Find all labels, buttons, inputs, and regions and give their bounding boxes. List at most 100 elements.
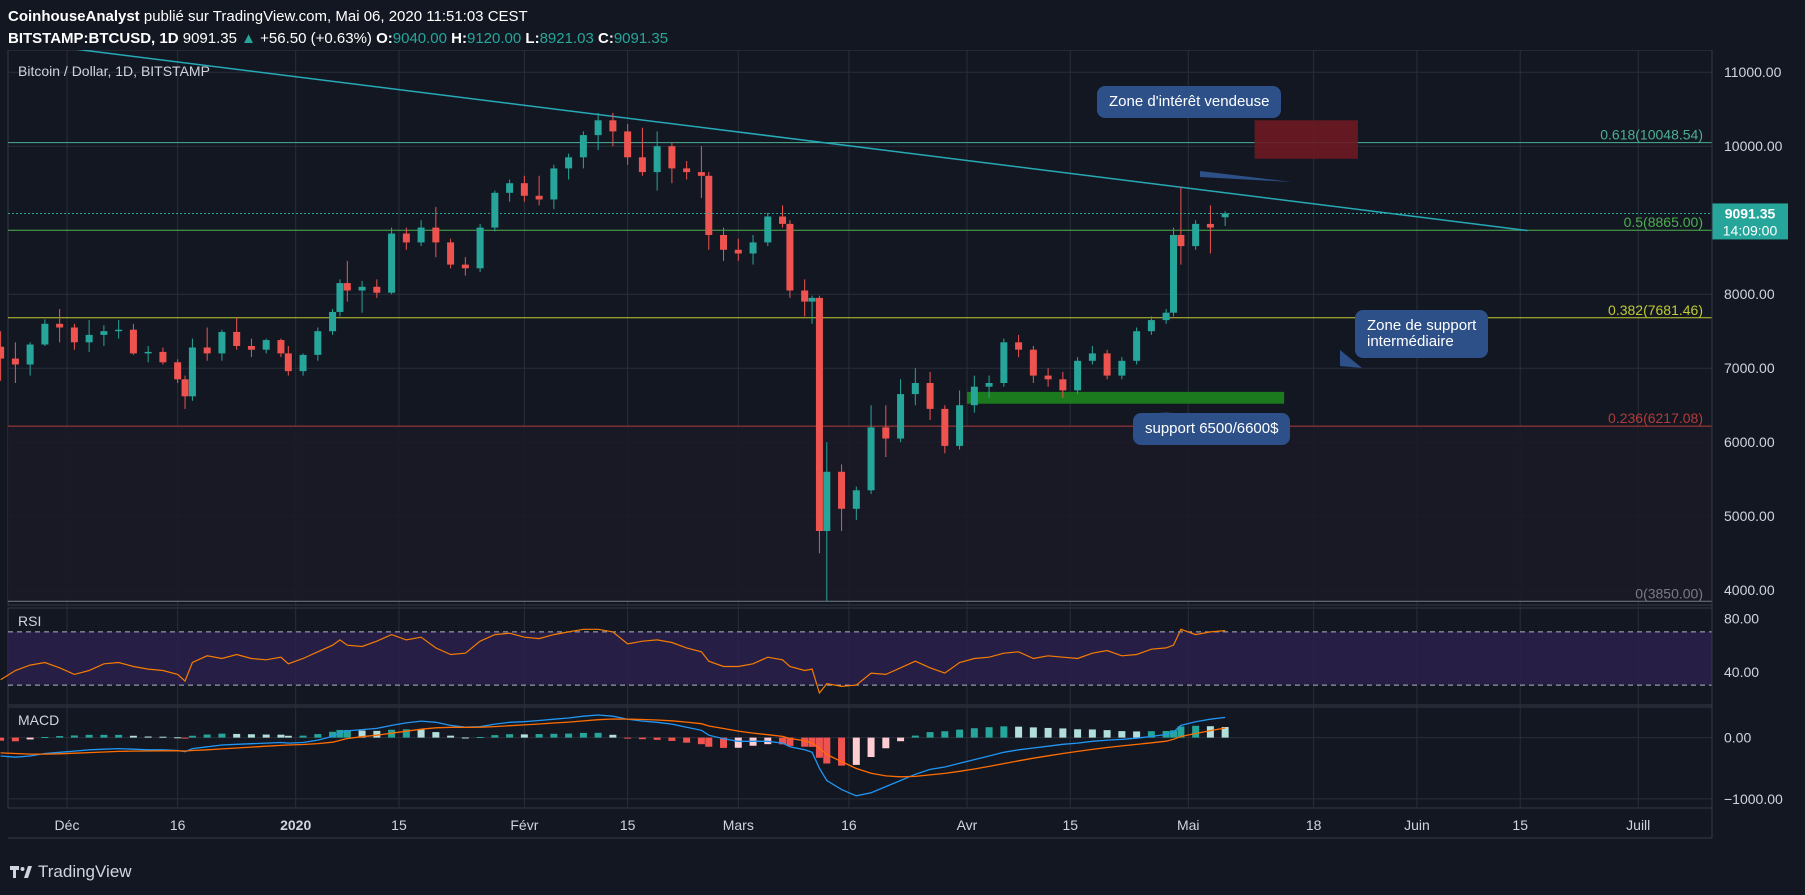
macd-histogram-bar bbox=[956, 729, 964, 738]
macd-histogram-bar bbox=[1044, 727, 1052, 738]
rsi-tick-label: 80.00 bbox=[1724, 611, 1759, 627]
candle-body bbox=[985, 383, 993, 387]
macd-histogram-bar bbox=[247, 734, 255, 738]
macd-histogram-bar bbox=[343, 729, 351, 738]
candle-body bbox=[336, 283, 344, 312]
macd-histogram-bar bbox=[668, 737, 676, 741]
macd-histogram-bar bbox=[941, 731, 949, 738]
macd-histogram-bar bbox=[262, 734, 270, 738]
candle-body bbox=[882, 427, 890, 439]
candle-body bbox=[129, 329, 137, 354]
candle-body bbox=[867, 427, 875, 491]
fib-zone-shading bbox=[8, 426, 1712, 602]
footer: TradingView bbox=[0, 850, 1805, 895]
macd-histogram-bar bbox=[882, 737, 890, 749]
macd-histogram-bar bbox=[624, 737, 632, 739]
candle-body bbox=[1133, 331, 1141, 361]
time-tick-label: 16 bbox=[170, 817, 186, 833]
macd-histogram-bar bbox=[720, 737, 728, 748]
macd-histogram-bar bbox=[1118, 731, 1126, 738]
candle-body bbox=[11, 358, 19, 365]
candle-body bbox=[941, 408, 949, 446]
candle-body bbox=[638, 157, 646, 173]
tradingview-logo-icon bbox=[10, 866, 32, 878]
last-price: 9091.35 bbox=[182, 30, 237, 47]
candle-body bbox=[284, 353, 292, 372]
macd-histogram-bar bbox=[705, 737, 713, 747]
descending-trendline bbox=[75, 50, 1528, 232]
candle-body bbox=[594, 120, 602, 136]
macd-histogram-bar bbox=[1029, 727, 1037, 738]
macd-histogram-bar bbox=[911, 735, 919, 738]
candle-body bbox=[115, 329, 123, 332]
time-tick-label: Déc bbox=[55, 817, 80, 833]
candle-body bbox=[720, 235, 728, 250]
price-tick-label: 8000.00 bbox=[1724, 286, 1775, 302]
macd-histogram-bar bbox=[520, 734, 528, 738]
macd-histogram-bar bbox=[638, 737, 646, 740]
candle-body bbox=[358, 286, 366, 291]
candle-body bbox=[299, 354, 307, 372]
macd-histogram-bar bbox=[897, 737, 905, 742]
candle-body bbox=[218, 331, 226, 354]
price-tick-label: 7000.00 bbox=[1724, 360, 1775, 376]
author-name[interactable]: CoinhouseAnalyst bbox=[8, 8, 140, 25]
time-tick-label: 16 bbox=[841, 817, 857, 833]
candle-body bbox=[1103, 353, 1111, 376]
mid-support-callout-pointer bbox=[1340, 350, 1362, 368]
candle-body bbox=[181, 379, 189, 397]
macd-histogram-bar bbox=[100, 734, 108, 738]
macd-histogram-bar bbox=[70, 735, 78, 738]
time-tick-label: Avr bbox=[957, 817, 978, 833]
candle-body bbox=[388, 233, 396, 293]
macd-histogram-bar bbox=[1015, 726, 1023, 738]
macd-histogram-bar bbox=[277, 734, 285, 738]
ohlc-legend: BITSTAMP:BTCUSD, 1D 9091.35 ▲ +56.50 (+0… bbox=[8, 30, 668, 47]
support-callout[interactable]: support 6500/6600$ bbox=[1133, 413, 1291, 445]
macd-histogram-bar bbox=[402, 729, 410, 738]
mid-support-callout[interactable]: Zone de support intermédiaire bbox=[1355, 310, 1489, 358]
symbol-label: BITSTAMP:BTCUSD, 1D bbox=[8, 30, 179, 47]
macd-histogram-bar bbox=[1206, 726, 1214, 738]
macd-histogram-bar bbox=[144, 736, 152, 738]
macd-histogram-bar bbox=[506, 734, 514, 738]
sell-zone-callout[interactable]: Zone d'intérêt vendeuse bbox=[1097, 86, 1282, 118]
fib-level-label: 0.618(10048.54) bbox=[1600, 127, 1703, 143]
candle-body bbox=[1206, 223, 1214, 228]
chart-canvas[interactable]: Déc 16 2020 15 Févr 15 Mars 16 Avr 15 Mai 18 Juin 15 J… bbox=[0, 50, 1805, 850]
time-tick-label: 2020 bbox=[280, 817, 311, 833]
candle-body bbox=[1059, 379, 1067, 391]
macd-histogram-bar bbox=[808, 737, 816, 747]
rsi-label: RSI bbox=[18, 613, 41, 629]
candle-body bbox=[1162, 312, 1170, 321]
macd-histogram-bar bbox=[823, 737, 831, 764]
macd-histogram-bar bbox=[786, 737, 794, 746]
macd-histogram-bar bbox=[1059, 728, 1067, 738]
time-tick-label: 15 bbox=[1062, 817, 1078, 833]
macd-histogram-bar bbox=[867, 737, 875, 758]
time-tick-label: 15 bbox=[391, 817, 407, 833]
macd-histogram-bar bbox=[358, 730, 366, 738]
macd-histogram-bar bbox=[218, 733, 226, 738]
candle-body bbox=[417, 227, 425, 243]
low-key: L: bbox=[525, 30, 540, 47]
macd-histogram-bar bbox=[1088, 729, 1096, 738]
close-value: 9091.35 bbox=[613, 30, 669, 47]
candle-body bbox=[26, 344, 34, 365]
macd-histogram-bar bbox=[653, 737, 661, 740]
macd-histogram-bar bbox=[432, 732, 440, 738]
macd-histogram-bar bbox=[1221, 727, 1229, 738]
chart-title: Bitcoin / Dollar, 1D, BITSTAMP bbox=[18, 63, 210, 79]
candle-body bbox=[1221, 213, 1229, 218]
macd-histogram-bar bbox=[1074, 729, 1082, 738]
macd-histogram-bar bbox=[188, 735, 196, 738]
macd-histogram-bar bbox=[0, 737, 5, 741]
macd-histogram-bar bbox=[329, 731, 337, 738]
macd-histogram-bar bbox=[926, 732, 934, 738]
fib-level-label: 0.382(7681.46) bbox=[1608, 302, 1703, 318]
candle-body bbox=[1044, 375, 1052, 380]
time-tick-label: 15 bbox=[620, 817, 636, 833]
low-value: 8921.03 bbox=[539, 30, 594, 47]
tradingview-brand[interactable]: TradingView bbox=[10, 862, 132, 882]
brand-text: TradingView bbox=[38, 862, 132, 881]
